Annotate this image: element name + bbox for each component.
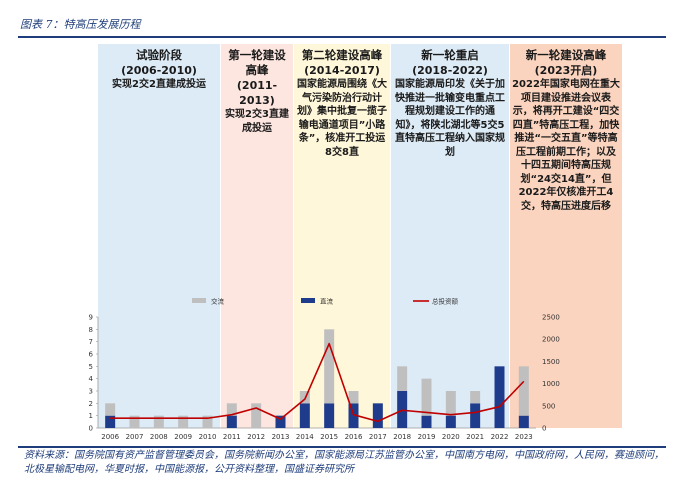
phase-desc: 实现2交2直建成投运 <box>112 79 206 90</box>
x-tick-label: 2007 <box>126 433 144 441</box>
left-tick-label: 4 <box>89 375 94 383</box>
bar-ac-2015 <box>324 329 335 404</box>
bar-ac-2011 <box>226 403 237 416</box>
figure-title: 图表 7：特高压发展历程 <box>20 18 141 31</box>
bar-dc-2020 <box>445 415 456 428</box>
phase-panel-restart: 新一轮重启 (2018-2022) 国家能源局印发《关于加快推进一批输变电重点工… <box>391 44 509 428</box>
right-tick-label: 500 <box>542 402 555 410</box>
right-tick-label: 2000 <box>542 336 560 344</box>
bar-ac-2009 <box>178 415 189 428</box>
source-rule <box>18 446 666 448</box>
right-tick-label: 1500 <box>542 358 560 366</box>
bar-ac-2019 <box>421 378 432 416</box>
left-tick-label: 9 <box>89 314 93 322</box>
bar-dc-2022 <box>494 366 505 428</box>
phase-range: (2011-2013) <box>236 79 278 107</box>
phase-heading: 试验阶段 <box>136 48 182 62</box>
bar-dc-2023 <box>518 415 529 428</box>
bar-ac-2008 <box>153 415 164 428</box>
x-tick-label: 2017 <box>369 433 387 441</box>
bar-dc-2021 <box>470 403 481 428</box>
phase-panel-new-peak: 新一轮建设高峰 (2023开启) 2022年国家电网在重大项目建设推进会议表示，… <box>510 44 622 428</box>
phase-range: (2014-2017) <box>304 64 380 77</box>
phase-panel-second-peak: 第二轮建设高峰 (2014-2017) 国家能源局围绕《大气污染防治行动计划》集… <box>294 44 390 428</box>
bar-ac-2012 <box>251 403 262 428</box>
left-tick-label: 1 <box>89 412 93 420</box>
x-tick-label: 2021 <box>466 433 484 441</box>
right-tick-label: 2500 <box>542 314 560 322</box>
right-tick-label: 0 <box>542 425 546 433</box>
bar-dc-2013 <box>275 415 286 428</box>
legend-dc-label: 直流 <box>320 297 334 306</box>
phase-panel-trial: 试验阶段 (2006-2010) 实现2交2直建成投运 <box>98 44 220 428</box>
bar-ac-2010 <box>202 415 213 428</box>
x-tick-label: 2009 <box>174 433 192 441</box>
x-tick-label: 2014 <box>296 433 314 441</box>
left-tick-label: 3 <box>89 388 93 396</box>
phase-text-first-peak: 第一轮建设高峰 (2011-2013) 实现2交3直建成投运 <box>221 48 293 135</box>
bar-ac-2021 <box>470 391 481 404</box>
x-tick-label: 2016 <box>345 433 363 441</box>
phase-desc: 实现2交3直建成投运 <box>225 109 289 134</box>
bar-dc-2014 <box>299 403 310 428</box>
bar-ac-2020 <box>445 391 456 416</box>
phase-heading: 新一轮建设高峰 <box>525 48 607 62</box>
bar-dc-2017 <box>372 403 383 428</box>
phase-panel-first-peak: 第一轮建设高峰 (2011-2013) 实现2交3直建成投运 <box>221 44 293 428</box>
phase-desc: 国家能源局围绕《大气污染防治行动计划》集中批复一揽子输电通道项目”小路条”，核准… <box>297 79 387 158</box>
phase-range: (2006-2010) <box>121 64 197 77</box>
bar-ac-2007 <box>129 415 140 428</box>
phase-desc: 国家能源局印发《关于加快推进一批输变电重点工程规划建设工作的通知》，将陕北湖北等… <box>395 79 505 158</box>
x-tick-label: 2023 <box>515 433 533 441</box>
x-tick-label: 2015 <box>320 433 338 441</box>
left-tick-label: 7 <box>89 338 93 346</box>
x-tick-label: 2018 <box>393 433 411 441</box>
bar-dc-2015 <box>324 403 335 428</box>
phase-desc: 2022年国家电网在重大项目建设推进会议表示，将再开工建设“四交四直”特高压工程… <box>512 79 620 212</box>
bar-ac-2006 <box>105 403 116 416</box>
left-tick-label: 5 <box>89 363 93 371</box>
phase-text-new-peak: 新一轮建设高峰 (2023开启) 2022年国家电网在重大项目建设推进会议表示，… <box>510 48 622 213</box>
bar-dc-2019 <box>421 415 432 428</box>
x-tick-label: 2006 <box>101 433 119 441</box>
x-tick-label: 2020 <box>442 433 460 441</box>
legend-ac-swatch <box>192 298 206 303</box>
x-tick-label: 2013 <box>272 433 290 441</box>
x-tick-label: 2012 <box>247 433 265 441</box>
phase-heading: 第一轮建设高峰 <box>228 48 286 77</box>
line-total-investment <box>110 342 525 423</box>
x-tick-label: 2019 <box>418 433 436 441</box>
source-note: 资料来源：国务院国有资产监督管理委员会，国务院新闻办公室，国家能源局江苏监管办公… <box>24 450 664 475</box>
bar-dc-2011 <box>226 415 237 428</box>
bar-dc-2016 <box>348 403 359 428</box>
legend-ac-label: 交流 <box>211 297 225 306</box>
phase-text-second-peak: 第二轮建设高峰 (2014-2017) 国家能源局围绕《大气污染防治行动计划》集… <box>294 48 390 159</box>
phase-range: (2018-2022) <box>412 64 488 77</box>
bar-ac-2018 <box>397 366 408 391</box>
left-tick-label: 0 <box>89 425 93 433</box>
phase-range: (2023开启) <box>534 64 598 77</box>
x-tick-label: 2022 <box>491 433 509 441</box>
bar-ac-2016 <box>348 391 359 404</box>
left-tick-label: 2 <box>89 400 93 408</box>
right-tick-label: 1000 <box>542 380 560 388</box>
title-rule <box>18 36 666 38</box>
left-tick-label: 6 <box>89 351 94 359</box>
x-tick-label: 2010 <box>199 433 217 441</box>
bar-ac-2023 <box>518 366 529 416</box>
phase-heading: 新一轮重启 <box>421 48 479 62</box>
phase-text-restart: 新一轮重启 (2018-2022) 国家能源局印发《关于加快推进一批输变电重点工… <box>391 48 509 159</box>
left-tick-label: 8 <box>89 326 93 334</box>
phase-heading: 第二轮建设高峰 <box>301 48 383 62</box>
bar-dc-2006 <box>105 415 116 428</box>
legend-dc-swatch <box>301 298 315 303</box>
legend-investment-label: 总投资额 <box>432 297 459 306</box>
phase-text-trial: 试验阶段 (2006-2010) 实现2交2直建成投运 <box>98 48 220 92</box>
x-tick-label: 2011 <box>223 433 241 441</box>
x-tick-label: 2008 <box>150 433 168 441</box>
